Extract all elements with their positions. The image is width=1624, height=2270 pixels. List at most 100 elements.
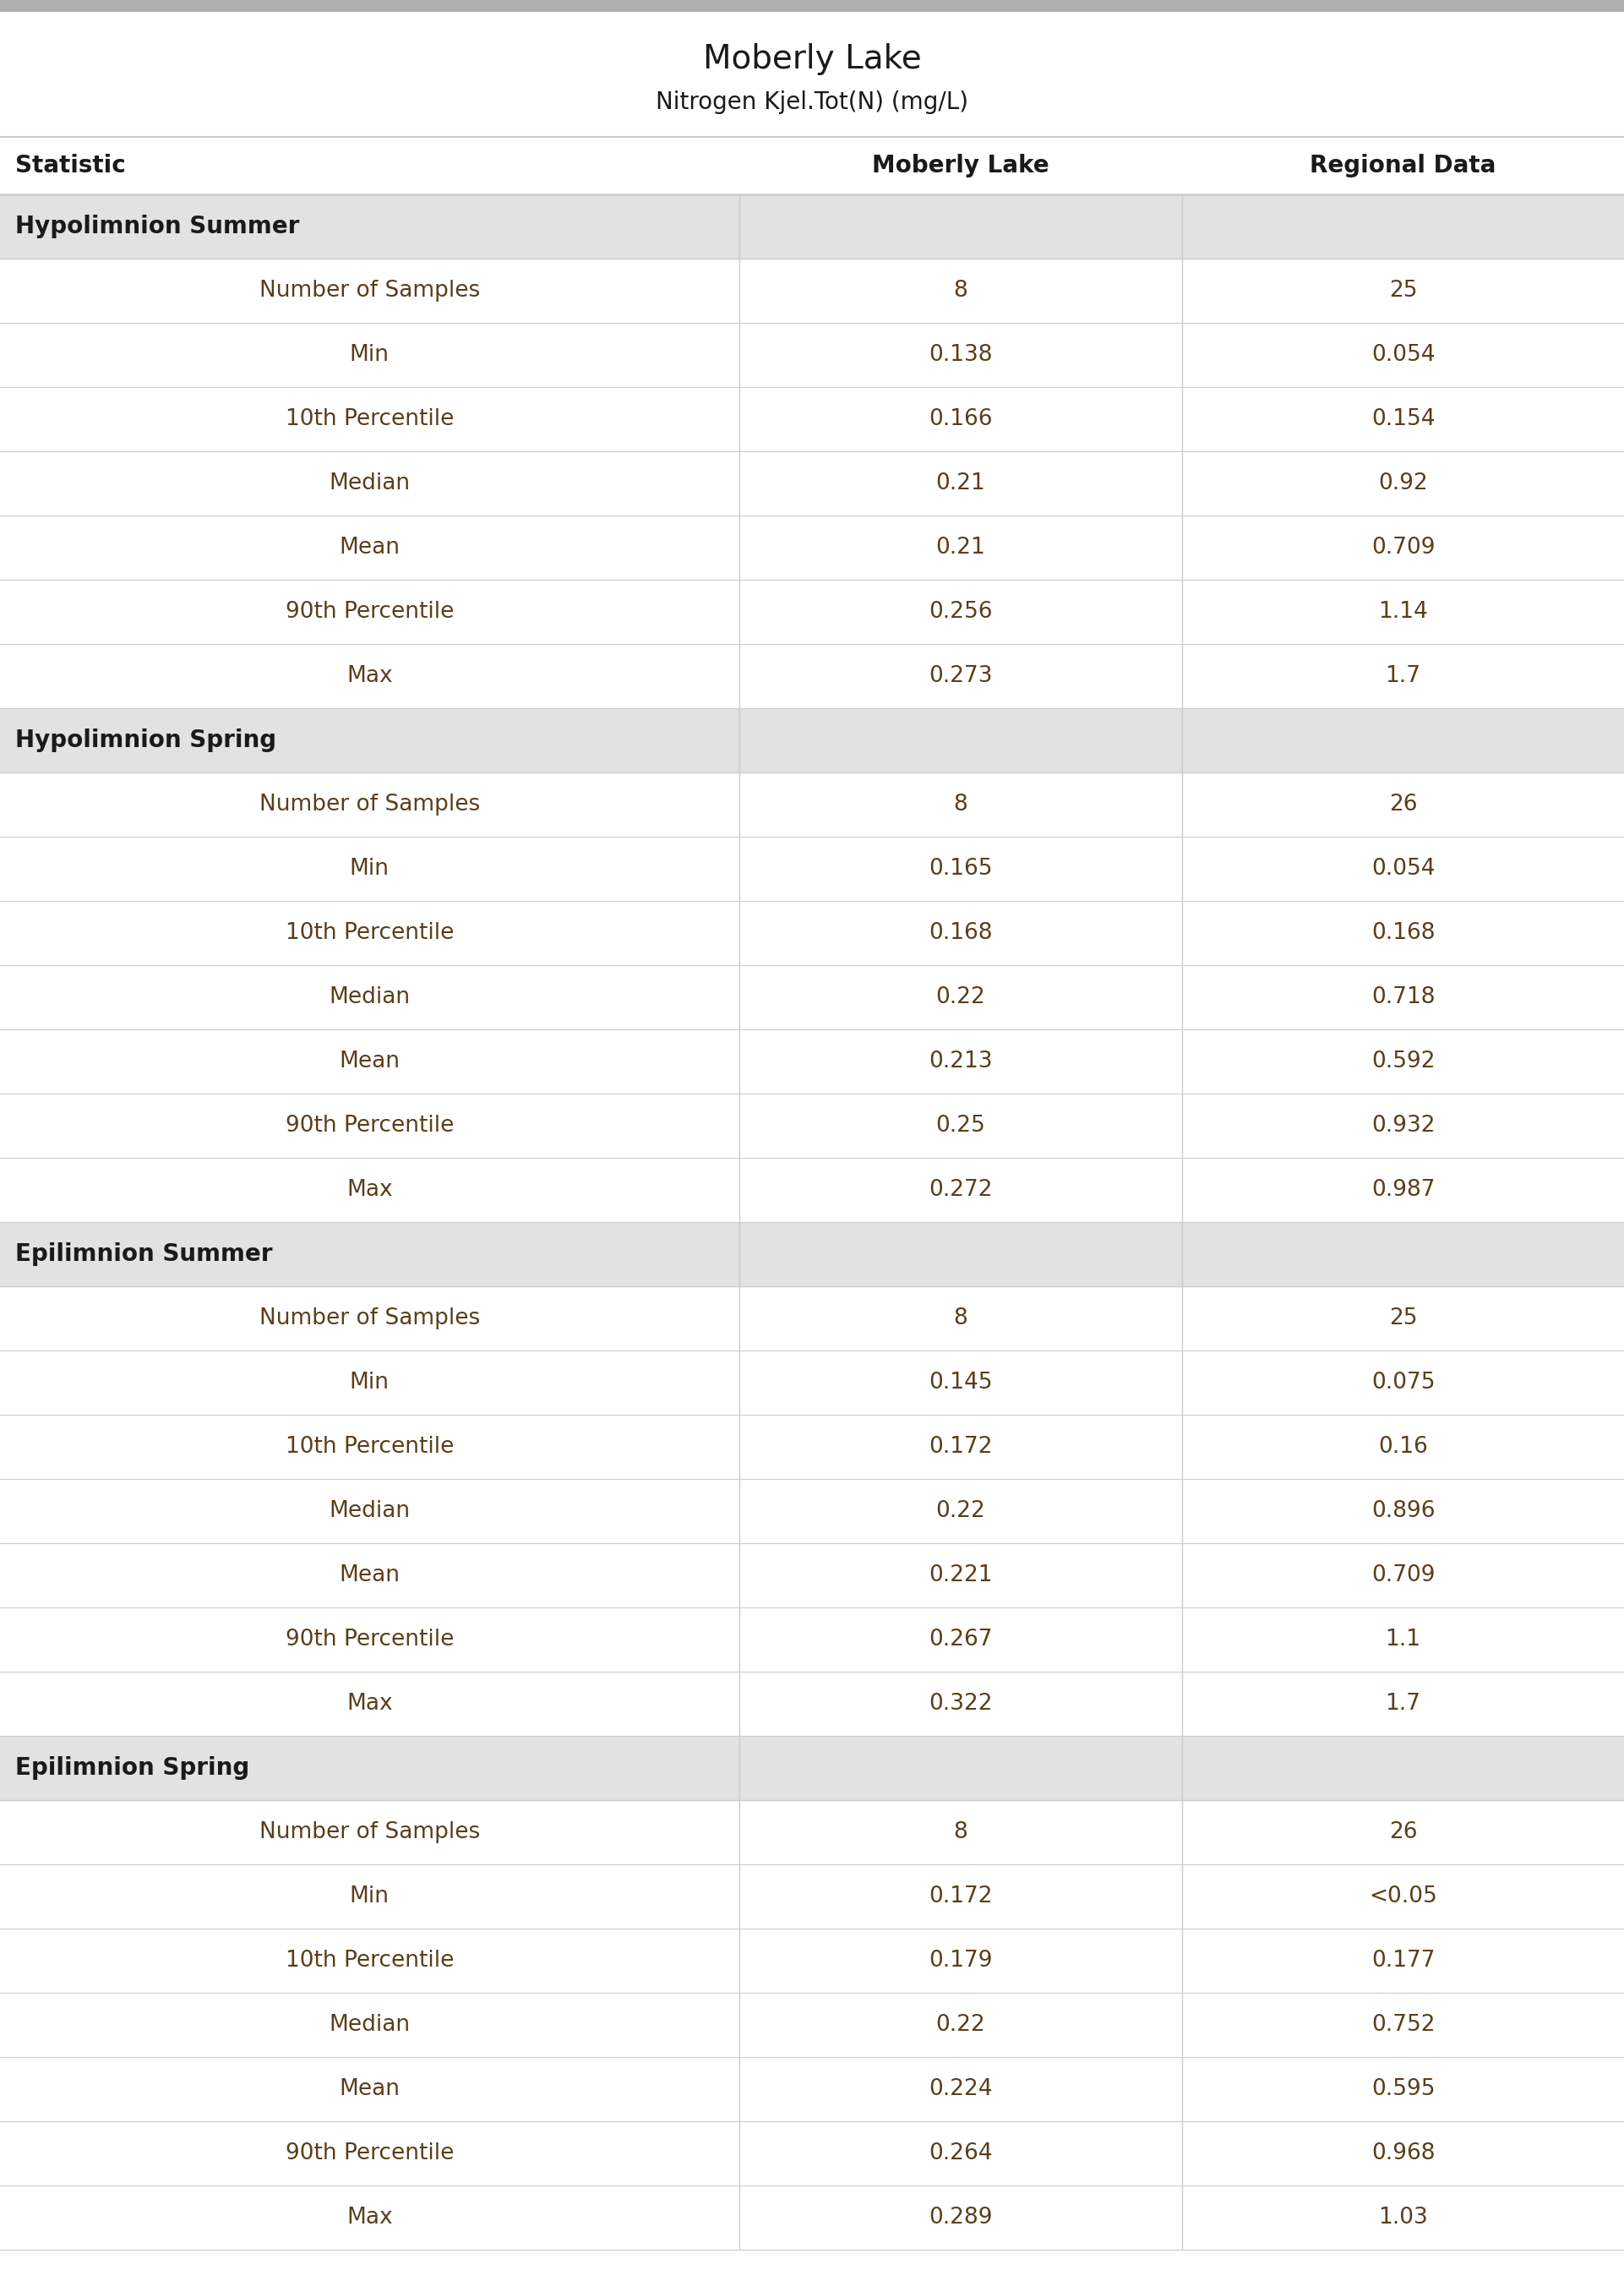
Text: 0.322: 0.322 xyxy=(929,1693,992,1714)
Bar xyxy=(0,388,1624,452)
Bar xyxy=(0,1221,1624,1287)
Text: Regional Data: Regional Data xyxy=(1311,154,1496,177)
Bar xyxy=(0,1480,1624,1544)
Text: 0.166: 0.166 xyxy=(929,409,992,431)
Bar xyxy=(0,645,1624,708)
Bar xyxy=(0,1864,1624,1930)
Bar xyxy=(0,2120,1624,2186)
Text: Mean: Mean xyxy=(339,536,400,558)
Text: 8: 8 xyxy=(953,794,968,815)
Text: 0.145: 0.145 xyxy=(929,1371,992,1394)
Bar xyxy=(0,0,1624,11)
Text: 0.22: 0.22 xyxy=(935,985,986,1008)
Text: 25: 25 xyxy=(1389,279,1418,302)
Text: 26: 26 xyxy=(1389,1821,1418,1843)
Text: 90th Percentile: 90th Percentile xyxy=(286,1115,453,1137)
Text: 0.213: 0.213 xyxy=(929,1051,992,1071)
Text: Min: Min xyxy=(349,345,390,365)
Text: Number of Samples: Number of Samples xyxy=(260,1308,479,1330)
Text: Max: Max xyxy=(346,1178,393,1201)
Text: 0.709: 0.709 xyxy=(1371,536,1436,558)
Text: 0.256: 0.256 xyxy=(929,602,992,622)
Bar xyxy=(0,195,1624,259)
Text: 0.752: 0.752 xyxy=(1371,2013,1436,2036)
Text: 0.92: 0.92 xyxy=(1379,472,1427,495)
Bar xyxy=(0,259,1624,322)
Text: 10th Percentile: 10th Percentile xyxy=(286,1950,453,1973)
Text: 26: 26 xyxy=(1389,794,1418,815)
Text: Number of Samples: Number of Samples xyxy=(260,279,479,302)
Bar xyxy=(0,1351,1624,1414)
Text: Median: Median xyxy=(328,985,411,1008)
Text: 0.168: 0.168 xyxy=(1371,922,1436,944)
Text: 0.224: 0.224 xyxy=(929,2077,992,2100)
Text: 0.138: 0.138 xyxy=(929,345,992,365)
Bar xyxy=(0,322,1624,388)
Text: Median: Median xyxy=(328,1500,411,1523)
Bar xyxy=(0,2186,1624,2250)
Bar xyxy=(0,1993,1624,2057)
Text: 0.25: 0.25 xyxy=(935,1115,986,1137)
Text: 0.21: 0.21 xyxy=(935,472,986,495)
Text: 1.14: 1.14 xyxy=(1379,602,1427,622)
Text: 0.273: 0.273 xyxy=(929,665,992,688)
Text: Nitrogen Kjel.Tot(N) (mg/L): Nitrogen Kjel.Tot(N) (mg/L) xyxy=(656,91,968,114)
Bar xyxy=(0,1028,1624,1094)
Bar xyxy=(0,1671,1624,1737)
Text: 90th Percentile: 90th Percentile xyxy=(286,2143,453,2163)
Text: 0.896: 0.896 xyxy=(1371,1500,1436,1523)
Text: Statistic: Statistic xyxy=(15,154,125,177)
Text: 0.718: 0.718 xyxy=(1371,985,1436,1008)
Text: 0.075: 0.075 xyxy=(1371,1371,1436,1394)
Text: Max: Max xyxy=(346,1693,393,1714)
Text: 10th Percentile: 10th Percentile xyxy=(286,1437,453,1457)
Text: 0.177: 0.177 xyxy=(1371,1950,1436,1973)
Text: Mean: Mean xyxy=(339,2077,400,2100)
Text: 1.7: 1.7 xyxy=(1385,665,1421,688)
Text: 0.987: 0.987 xyxy=(1371,1178,1436,1201)
Text: 0.168: 0.168 xyxy=(929,922,992,944)
Bar xyxy=(0,579,1624,645)
Text: 0.22: 0.22 xyxy=(935,2013,986,2036)
Text: Min: Min xyxy=(349,858,390,881)
Text: 0.595: 0.595 xyxy=(1371,2077,1436,2100)
Text: Mean: Mean xyxy=(339,1564,400,1587)
Text: Max: Max xyxy=(346,2206,393,2229)
Bar xyxy=(0,1094,1624,1158)
Text: 8: 8 xyxy=(953,1821,968,1843)
Bar xyxy=(0,515,1624,579)
Bar xyxy=(0,136,1624,195)
Bar xyxy=(0,1158,1624,1221)
Text: 0.968: 0.968 xyxy=(1371,2143,1436,2163)
Text: Number of Samples: Number of Samples xyxy=(260,1821,479,1843)
Text: 0.165: 0.165 xyxy=(929,858,992,881)
Text: 10th Percentile: 10th Percentile xyxy=(286,409,453,431)
Text: 0.179: 0.179 xyxy=(929,1950,992,1973)
Text: Hypolimnion Summer: Hypolimnion Summer xyxy=(15,216,299,238)
Text: Epilimnion Spring: Epilimnion Spring xyxy=(15,1757,250,1780)
Text: 0.054: 0.054 xyxy=(1371,345,1436,365)
Text: 90th Percentile: 90th Percentile xyxy=(286,602,453,622)
Text: 0.267: 0.267 xyxy=(929,1628,992,1650)
Text: Median: Median xyxy=(328,472,411,495)
Text: 1.7: 1.7 xyxy=(1385,1693,1421,1714)
Text: 0.272: 0.272 xyxy=(929,1178,992,1201)
Text: Hypolimnion Spring: Hypolimnion Spring xyxy=(15,729,276,751)
Bar xyxy=(0,1607,1624,1671)
Bar xyxy=(0,1414,1624,1480)
Bar xyxy=(0,1800,1624,1864)
Text: Epilimnion Summer: Epilimnion Summer xyxy=(15,1242,273,1267)
Text: 0.054: 0.054 xyxy=(1371,858,1436,881)
Text: Mean: Mean xyxy=(339,1051,400,1071)
Text: Number of Samples: Number of Samples xyxy=(260,794,479,815)
Text: Moberly Lake: Moberly Lake xyxy=(872,154,1049,177)
Bar xyxy=(0,1737,1624,1800)
Text: 1.03: 1.03 xyxy=(1379,2206,1427,2229)
Text: 0.172: 0.172 xyxy=(929,1437,992,1457)
Text: 8: 8 xyxy=(953,279,968,302)
Text: 0.21: 0.21 xyxy=(935,536,986,558)
Bar xyxy=(0,838,1624,901)
Text: 0.932: 0.932 xyxy=(1371,1115,1436,1137)
Bar xyxy=(0,452,1624,515)
Text: Moberly Lake: Moberly Lake xyxy=(703,43,921,75)
